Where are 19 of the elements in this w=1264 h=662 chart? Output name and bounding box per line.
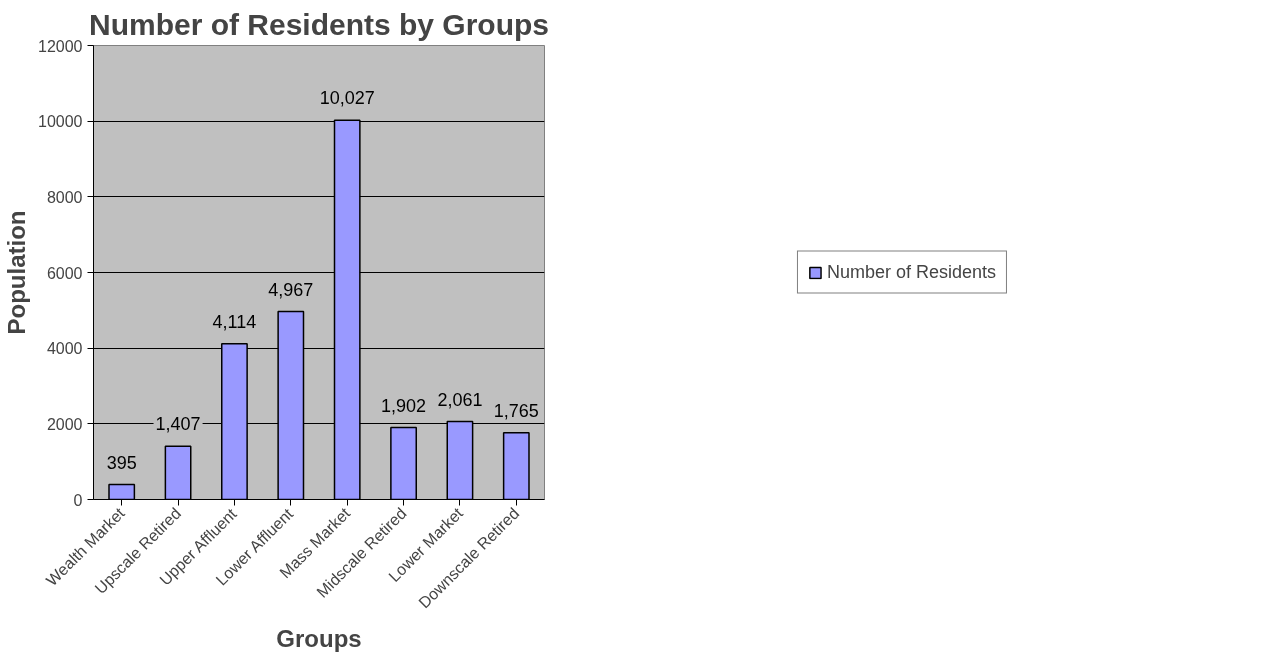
y-tick-label: 2000 xyxy=(46,415,83,433)
data-label: 395 xyxy=(106,452,137,473)
y-tick-label: 6000 xyxy=(46,264,83,282)
x-axis-title: Groups xyxy=(276,625,362,653)
y-tick-label: 12000 xyxy=(38,37,83,55)
data-label: 1,407 xyxy=(155,414,201,435)
data-label: 2,061 xyxy=(437,389,483,410)
y-tick-label: 8000 xyxy=(46,188,83,206)
data-label: 1,902 xyxy=(381,395,427,416)
y-axis-title: Population xyxy=(3,210,31,335)
y-tick-label: 0 xyxy=(73,491,83,509)
y-tick-label: 4000 xyxy=(46,340,83,358)
data-label: 1,765 xyxy=(493,400,539,421)
y-tick-label: 10000 xyxy=(38,113,83,131)
data-label: 4,114 xyxy=(212,311,257,332)
legend-label: Number of Residents xyxy=(826,261,997,283)
data-label: 4,967 xyxy=(268,279,314,300)
chart-title: Number of Residents by Groups xyxy=(88,7,550,41)
data-label: 10,027 xyxy=(319,88,375,109)
